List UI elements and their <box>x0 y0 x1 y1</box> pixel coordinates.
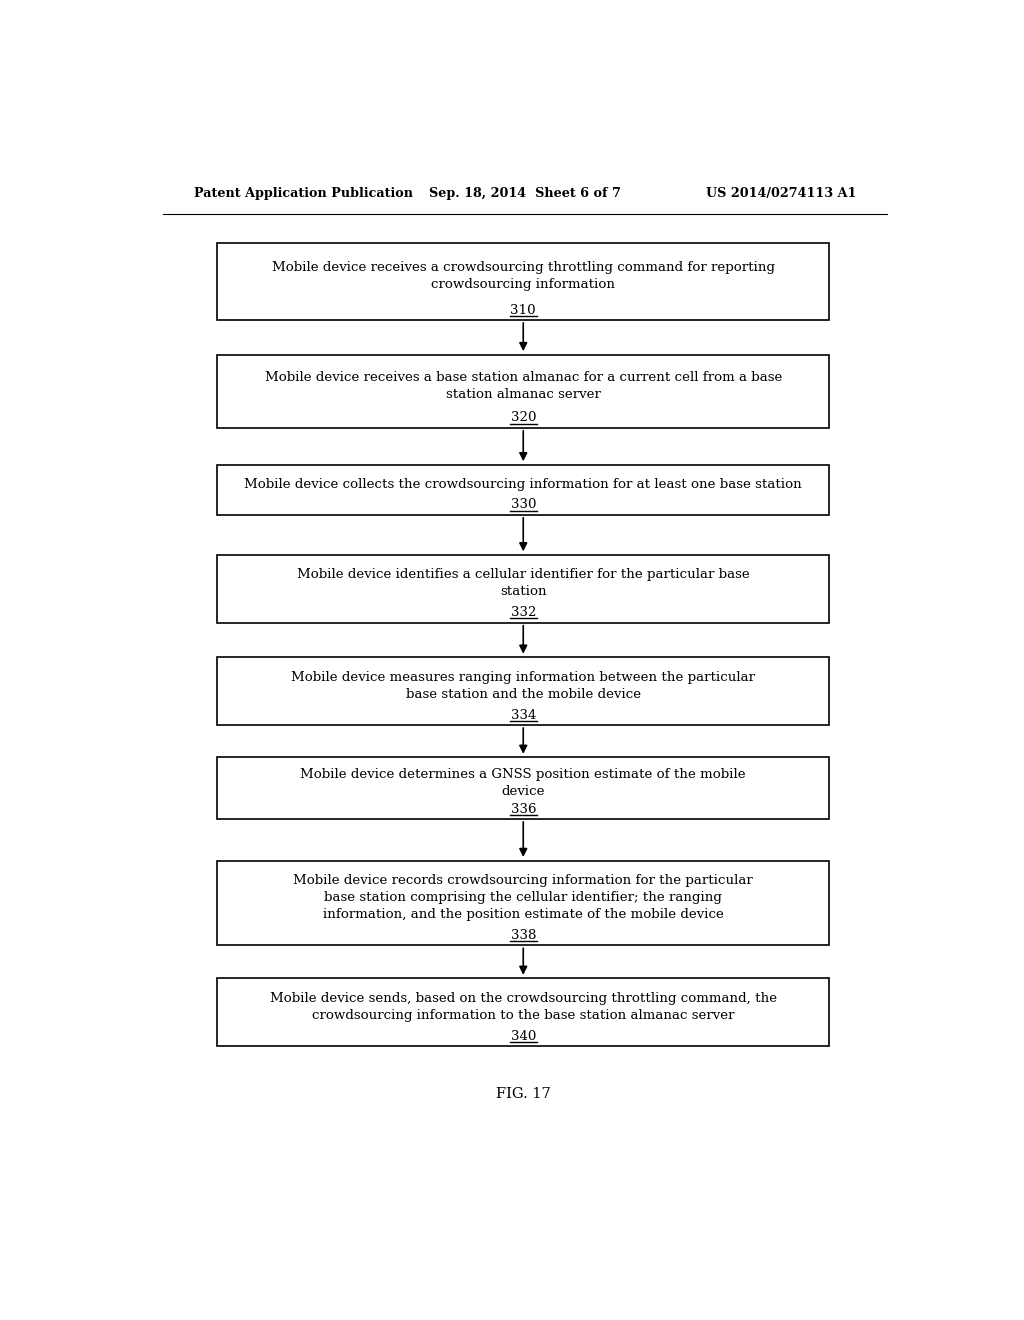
Text: Mobile device determines a GNSS position estimate of the mobile: Mobile device determines a GNSS position… <box>300 768 746 781</box>
Text: Mobile device receives a base station almanac for a current cell from a base: Mobile device receives a base station al… <box>264 371 782 384</box>
Text: US 2014/0274113 A1: US 2014/0274113 A1 <box>707 186 856 199</box>
Bar <box>217 758 829 818</box>
Text: station: station <box>500 585 547 598</box>
Text: Mobile device collects the crowdsourcing information for at least one base stati: Mobile device collects the crowdsourcing… <box>245 478 802 491</box>
Text: 332: 332 <box>511 606 536 619</box>
Text: Patent Application Publication: Patent Application Publication <box>194 186 413 199</box>
Bar <box>217 978 829 1047</box>
Text: 320: 320 <box>511 412 536 425</box>
Text: 310: 310 <box>510 304 536 317</box>
Text: FIG. 17: FIG. 17 <box>496 1086 551 1101</box>
Text: 338: 338 <box>511 929 536 942</box>
Bar <box>217 465 829 515</box>
Text: crowdsourcing information: crowdsourcing information <box>431 279 615 292</box>
Text: base station comprising the cellular identifier; the ranging: base station comprising the cellular ide… <box>325 891 722 904</box>
Bar <box>217 554 829 623</box>
Text: information, and the position estimate of the mobile device: information, and the position estimate o… <box>323 908 724 921</box>
Bar <box>217 355 829 428</box>
Bar <box>217 861 829 945</box>
Text: 330: 330 <box>511 499 536 511</box>
Text: Mobile device records crowdsourcing information for the particular: Mobile device records crowdsourcing info… <box>293 874 753 887</box>
Text: Mobile device sends, based on the crowdsourcing throttling command, the: Mobile device sends, based on the crowds… <box>269 991 777 1005</box>
Text: Mobile device receives a crowdsourcing throttling command for reporting: Mobile device receives a crowdsourcing t… <box>271 261 775 275</box>
Bar <box>217 243 829 321</box>
Text: 336: 336 <box>511 803 536 816</box>
Text: 334: 334 <box>511 709 536 722</box>
Text: crowdsourcing information to the base station almanac server: crowdsourcing information to the base st… <box>312 1008 734 1022</box>
Text: Mobile device identifies a cellular identifier for the particular base: Mobile device identifies a cellular iden… <box>297 569 750 582</box>
Text: 340: 340 <box>511 1030 536 1043</box>
Bar <box>217 657 829 725</box>
Text: Mobile device measures ranging information between the particular: Mobile device measures ranging informati… <box>291 671 756 684</box>
Text: device: device <box>502 785 545 797</box>
Text: station almanac server: station almanac server <box>445 388 601 401</box>
Text: base station and the mobile device: base station and the mobile device <box>406 688 641 701</box>
Text: Sep. 18, 2014  Sheet 6 of 7: Sep. 18, 2014 Sheet 6 of 7 <box>429 186 621 199</box>
